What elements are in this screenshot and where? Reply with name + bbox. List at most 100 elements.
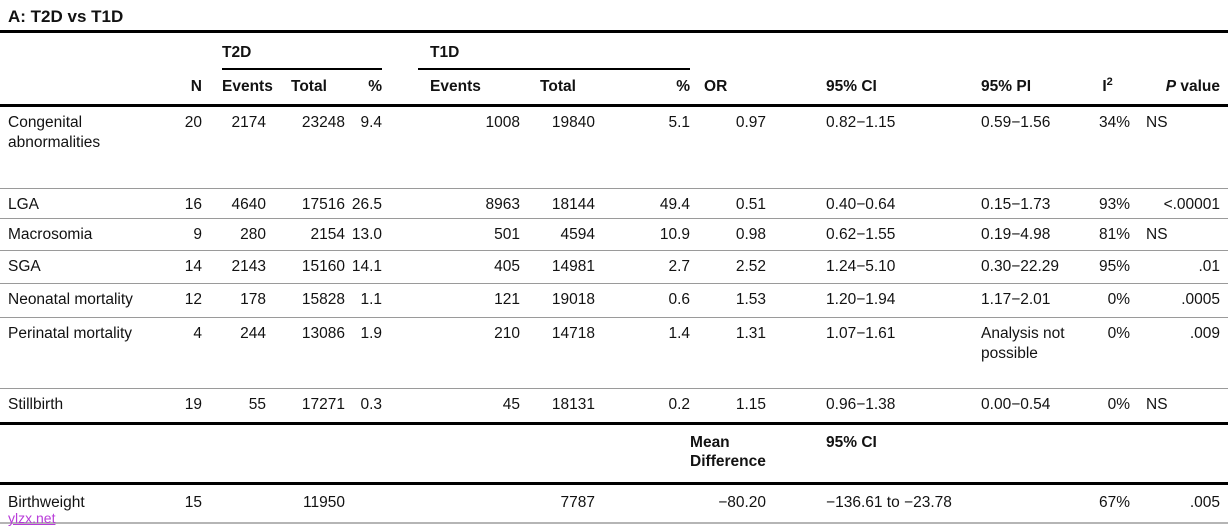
sub-header-spacer	[0, 423, 691, 485]
cell-label: Congenital abnormalities	[0, 105, 180, 189]
cell-t1d-pct	[595, 483, 691, 524]
cell-t2d-total: 15828	[266, 283, 345, 318]
cell-pi: Analysis not possible	[975, 317, 1086, 389]
cell-t2d-pct: 26.5	[345, 188, 383, 219]
cell-label: Macrosomia	[0, 218, 180, 251]
cell-pvalue: .0005	[1130, 283, 1228, 318]
col-header-i2: I2	[1085, 70, 1131, 107]
cell-label: Neonatal mortality	[0, 283, 180, 318]
cell-t1d-total: 4594	[520, 218, 596, 251]
cell-ci: 0.96−1.38	[770, 388, 976, 425]
cell-t1d-events: 121	[382, 283, 521, 318]
col-header-pvalue: P value	[1130, 70, 1228, 107]
cell-pvalue: .01	[1130, 250, 1228, 284]
cell-or: 2.52	[690, 250, 771, 284]
cell-t1d-events: 45	[382, 388, 521, 425]
cell-t1d-pct: 10.9	[595, 218, 691, 251]
table-title: A: T2D vs T1D	[0, 0, 1228, 33]
cell-label: SGA	[0, 250, 180, 284]
cell-t2d-events: 4640	[208, 188, 266, 219]
table-row: Perinatal mortality 4 244 13086 1.9 210 14718 1…	[0, 317, 1228, 389]
group-header-spacer	[0, 33, 208, 70]
col-header-outcome	[0, 70, 180, 107]
cell-pvalue: .005	[1130, 483, 1228, 524]
sub-header-spacer-right	[975, 423, 1228, 485]
cell-t1d-pct: 2.7	[595, 250, 691, 284]
cell-pvalue: NS	[1130, 218, 1228, 251]
cell-t1d-pct: 49.4	[595, 188, 691, 219]
cell-t1d-total: 19840	[520, 105, 596, 189]
cell-mean-difference: −80.20	[690, 483, 771, 524]
pvalue-italic-p: P	[1165, 77, 1177, 95]
col-header-t1d-events: Events	[382, 70, 521, 107]
cell-ci: 0.62−1.55	[770, 218, 976, 251]
cell-t2d-events: 178	[208, 283, 266, 318]
cell-or: 1.53	[690, 283, 771, 318]
cell-t2d-total: 23248	[266, 105, 345, 189]
cell-t1d-events: 1008	[382, 105, 521, 189]
cell-pi: 0.00−0.54	[975, 388, 1086, 425]
cell-n: 9	[180, 218, 208, 251]
cell-pvalue: <.00001	[1130, 188, 1228, 219]
pvalue-rest: value	[1176, 77, 1221, 95]
cell-t1d-events: 405	[382, 250, 521, 284]
table-row: Neonatal mortality 12 178 15828 1.1 121 19018 0…	[0, 283, 1228, 318]
cell-t2d-total: 11950	[266, 483, 345, 524]
cell-label: Stillbirth	[0, 388, 180, 425]
col-header-t1d-pct: %	[595, 70, 691, 107]
cell-ci: −136.61 to −23.78	[770, 483, 976, 524]
cell-t1d-events: 8963	[382, 188, 521, 219]
cell-t2d-events: 280	[208, 218, 266, 251]
cell-i2: 67%	[1085, 483, 1131, 524]
results-table: T2D T1D N Events Total % Events Total % …	[0, 33, 1228, 524]
cell-pvalue: .009	[1130, 317, 1228, 389]
cell-or: 1.31	[690, 317, 771, 389]
group-header-row: T2D T1D	[0, 33, 1228, 70]
col-header-pi: 95% PI	[975, 70, 1086, 107]
cell-t2d-total: 13086	[266, 317, 345, 389]
col-header-n: N	[180, 70, 208, 107]
t1d-group-header: T1D	[382, 33, 691, 70]
cell-label: Birthweight	[0, 483, 180, 524]
cell-label: LGA	[0, 188, 180, 219]
i2-superscript: 2	[1106, 75, 1113, 88]
cell-t2d-events: 244	[208, 317, 266, 389]
t1d-group-label: T1D	[418, 43, 691, 70]
cell-t1d-events: 501	[382, 218, 521, 251]
birthweight-section: Mean Difference 95% CI Birthweight 15 11…	[0, 423, 1228, 524]
cell-t1d-pct: 1.4	[595, 317, 691, 389]
cell-or: 0.97	[690, 105, 771, 189]
cell-t1d-total: 14718	[520, 317, 596, 389]
cell-t1d-pct: 5.1	[595, 105, 691, 189]
table-row: Congenital abnormalities 20 2174 23248 9.4 10…	[0, 105, 1228, 189]
cell-t1d-total: 18144	[520, 188, 596, 219]
cell-t2d-events: 2143	[208, 250, 266, 284]
cell-or: 1.15	[690, 388, 771, 425]
t2d-group-label: T2D	[222, 43, 383, 70]
cell-i2: 93%	[1085, 188, 1131, 219]
cell-i2: 95%	[1085, 250, 1131, 284]
cell-pi: 0.19−4.98	[975, 218, 1086, 251]
cell-n: 15	[180, 483, 208, 524]
cell-pi: 0.15−1.73	[975, 188, 1086, 219]
cell-t1d-total: 18131	[520, 388, 596, 425]
cell-t2d-events	[208, 483, 266, 524]
cell-pvalue: NS	[1130, 105, 1228, 189]
cell-label: Perinatal mortality	[0, 317, 180, 389]
outcome-rows: Congenital abnormalities 20 2174 23248 9.4 10…	[0, 105, 1228, 425]
cell-t1d-total: 19018	[520, 283, 596, 318]
cell-t1d-pct: 0.2	[595, 388, 691, 425]
cell-pi: 0.59−1.56	[975, 105, 1086, 189]
cell-t1d-events	[382, 483, 521, 524]
cell-pi	[975, 483, 1086, 524]
cell-i2: 0%	[1085, 283, 1131, 318]
watermark-link[interactable]: ylzx.net	[8, 510, 56, 526]
col-header-t2d-pct: %	[345, 70, 383, 107]
cell-t1d-total: 7787	[520, 483, 596, 524]
cell-n: 4	[180, 317, 208, 389]
cell-i2: 81%	[1085, 218, 1131, 251]
cell-ci: 0.40−0.64	[770, 188, 976, 219]
cell-t2d-pct: 13.0	[345, 218, 383, 251]
cell-t2d-total: 2154	[266, 218, 345, 251]
cell-t1d-total: 14981	[520, 250, 596, 284]
